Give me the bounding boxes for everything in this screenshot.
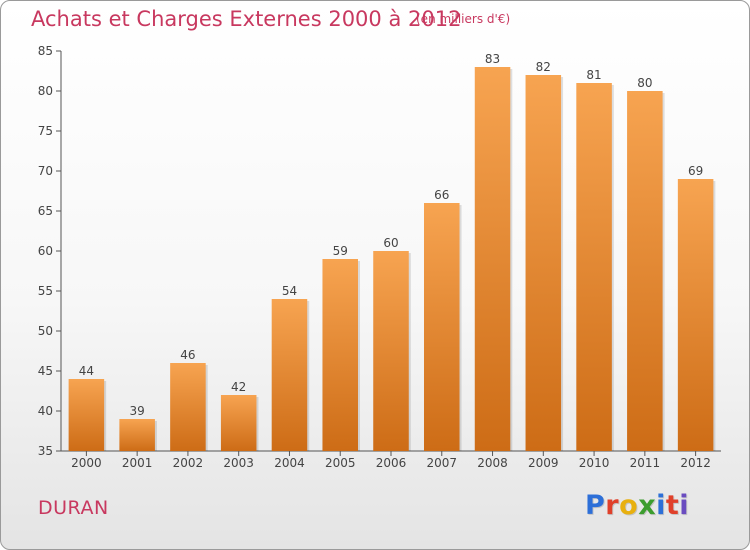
bar-value-label: 59 bbox=[333, 244, 348, 258]
y-tick-label: 75 bbox=[38, 124, 53, 138]
y-tick-label: 45 bbox=[38, 364, 53, 378]
bar-value-label: 54 bbox=[282, 284, 297, 298]
logo-letter: t bbox=[665, 490, 680, 521]
y-tick-label: 70 bbox=[38, 164, 53, 178]
x-tick-label: 2001 bbox=[122, 456, 153, 470]
y-tick-label: 60 bbox=[38, 244, 53, 258]
x-tick-label: 2003 bbox=[223, 456, 254, 470]
bar bbox=[68, 379, 105, 451]
y-tick-label: 55 bbox=[38, 284, 53, 298]
x-tick-label: 2004 bbox=[274, 456, 305, 470]
bar bbox=[373, 251, 409, 451]
x-tick-label: 2011 bbox=[630, 456, 661, 470]
bar bbox=[525, 75, 562, 451]
bar bbox=[119, 419, 155, 451]
bar-value-label: 69 bbox=[688, 164, 703, 178]
x-tick-label: 2008 bbox=[477, 456, 508, 470]
x-tick-label: 2012 bbox=[680, 456, 711, 470]
logo-letter: i bbox=[656, 490, 666, 521]
bar bbox=[322, 259, 358, 451]
chart-title: Achats et Charges Externes 2000 à 2012 bbox=[31, 7, 462, 31]
x-tick-label: 2006 bbox=[376, 456, 407, 470]
bar-value-label: 44 bbox=[79, 364, 94, 378]
logo-letter: i bbox=[679, 490, 690, 521]
bar bbox=[627, 91, 663, 451]
bar bbox=[170, 363, 206, 451]
y-tick-label: 50 bbox=[38, 324, 53, 338]
bar bbox=[220, 395, 257, 451]
bar-value-label: 80 bbox=[637, 76, 652, 90]
bar-value-label: 81 bbox=[586, 68, 601, 82]
bar bbox=[271, 299, 308, 451]
bar bbox=[677, 179, 714, 451]
bar-value-label: 66 bbox=[434, 188, 449, 202]
logo-letter: o bbox=[619, 490, 639, 521]
y-tick-label: 40 bbox=[38, 404, 53, 418]
proxiti-logo[interactable]: Proxiti bbox=[585, 490, 689, 521]
x-tick-label: 2009 bbox=[528, 456, 559, 470]
bar-value-label: 60 bbox=[383, 236, 398, 250]
x-tick-label: 2002 bbox=[173, 456, 204, 470]
y-tick-label: 35 bbox=[38, 444, 53, 458]
logo-letter: x bbox=[638, 490, 657, 521]
bar-value-label: 83 bbox=[485, 52, 500, 66]
bar bbox=[474, 67, 511, 451]
bar-value-label: 39 bbox=[130, 404, 145, 418]
bar-value-label: 42 bbox=[231, 380, 246, 394]
bar-value-label: 82 bbox=[536, 60, 551, 74]
chart-unit: (en milliers d'€) bbox=[416, 12, 511, 26]
x-tick-label: 2005 bbox=[325, 456, 356, 470]
bar-value-label: 46 bbox=[180, 348, 195, 362]
y-tick-label: 80 bbox=[38, 84, 53, 98]
y-tick-label: 85 bbox=[38, 44, 53, 58]
logo-letter: r bbox=[605, 490, 620, 521]
x-tick-label: 2010 bbox=[579, 456, 610, 470]
y-tick-label: 65 bbox=[38, 204, 53, 218]
bar bbox=[576, 83, 612, 451]
bar bbox=[424, 203, 460, 451]
x-tick-label: 2000 bbox=[71, 456, 102, 470]
logo-letter: P bbox=[585, 490, 606, 521]
x-tick-label: 2007 bbox=[426, 456, 457, 470]
town-name: DURAN bbox=[38, 497, 109, 519]
